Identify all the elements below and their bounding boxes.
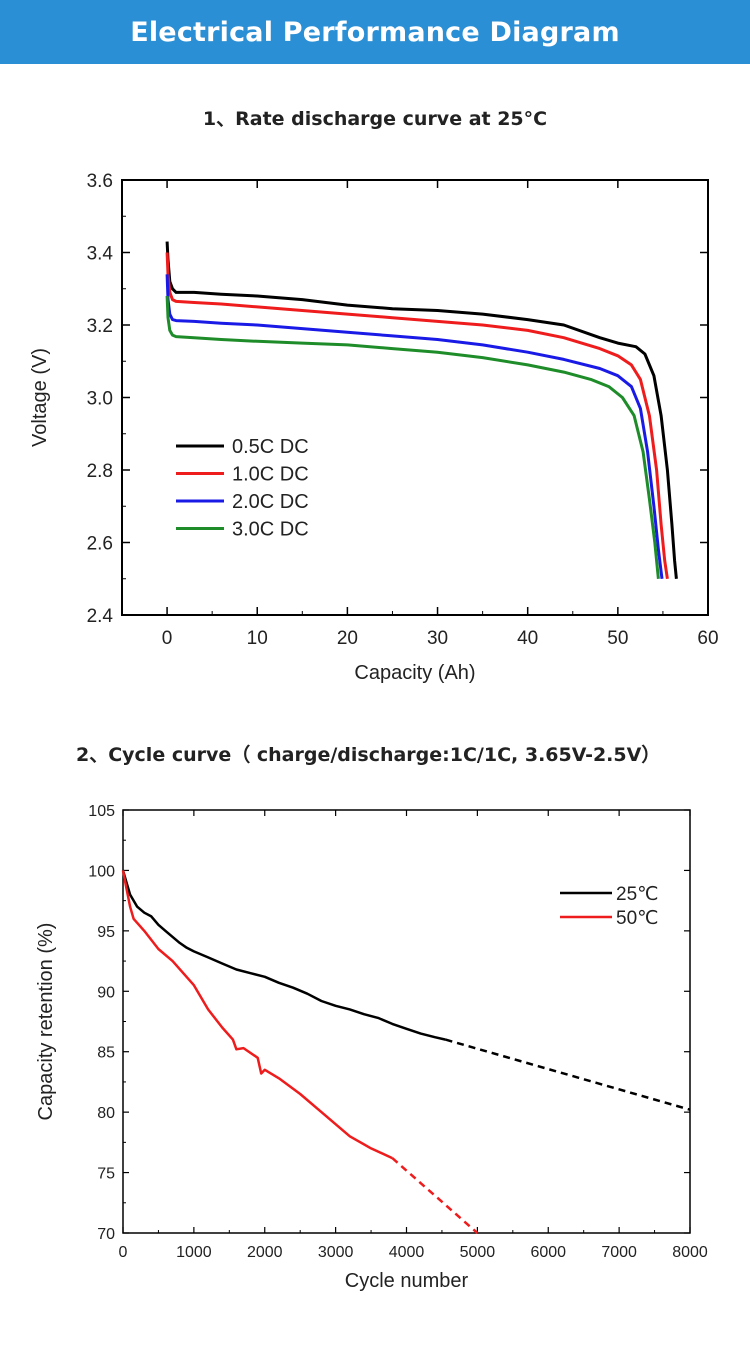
x-tick-label: 0	[119, 1244, 128, 1261]
y-tick-label: 3.2	[87, 316, 113, 337]
x-tick-label: 0	[162, 628, 173, 649]
legend-label: 50℃	[616, 908, 658, 929]
y-tick-label: 2.4	[87, 606, 114, 627]
projection-line	[391, 1157, 479, 1234]
x-tick-label: 20	[337, 628, 358, 649]
x-tick-label: 4000	[389, 1244, 425, 1261]
projection-line	[445, 1038, 691, 1111]
x-tick-label: 5000	[460, 1244, 496, 1261]
y-tick-label: 95	[97, 924, 115, 941]
y-tick-label: 100	[88, 863, 115, 880]
y-tick-label: 85	[97, 1045, 115, 1062]
y-axis-label: Capacity retention (%)	[35, 923, 57, 1121]
x-tick-label: 7000	[601, 1244, 637, 1261]
series-line	[165, 241, 678, 579]
legend-label: 2.0C DC	[232, 491, 309, 513]
y-tick-label: 75	[97, 1166, 115, 1183]
x-tick-label: 60	[697, 628, 718, 649]
y-tick-label: 3.6	[87, 171, 113, 192]
series-line	[121, 870, 393, 1160]
header-banner: Electrical Performance Diagram	[0, 0, 750, 64]
legend-label: 25℃	[616, 884, 658, 905]
x-tick-label: 2000	[247, 1244, 283, 1261]
rate-discharge-chart: 0 10 20 30 40 50 60 2.4 2.6 2.8 3.0 3.2 3.4 3.6 Capaci…	[29, 171, 719, 684]
legend-label: 3.0C DC	[232, 519, 309, 541]
series-line	[121, 870, 446, 1041]
y-tick-label: 70	[97, 1226, 115, 1243]
section-title-rate-discharge: 1、Rate discharge curve at 25°C	[202, 108, 548, 130]
y-tick-label: 3.0	[87, 389, 113, 410]
series-line	[165, 274, 664, 579]
x-tick-label: 3000	[318, 1244, 354, 1261]
x-tick-label: 6000	[530, 1244, 566, 1261]
y-tick-label: 80	[97, 1105, 115, 1122]
x-axis-label: Capacity (Ah)	[354, 662, 475, 684]
x-tick-label: 8000	[672, 1244, 708, 1261]
series-line	[165, 252, 669, 580]
x-tick-label: 10	[247, 628, 268, 649]
x-tick-label: 1000	[176, 1244, 212, 1261]
x-tick-label: 30	[427, 628, 448, 649]
y-axis-label: Voltage (V)	[29, 348, 51, 447]
y-tick-label: 3.4	[87, 244, 114, 265]
y-tick-label: 2.6	[87, 534, 113, 555]
page-title: Electrical Performance Diagram	[130, 16, 620, 48]
series-line	[165, 295, 660, 579]
y-tick-label: 2.8	[87, 461, 113, 482]
x-tick-label: 40	[517, 628, 538, 649]
y-tick-label: 90	[97, 984, 115, 1001]
x-tick-label: 50	[607, 628, 628, 649]
legend-label: 1.0C DC	[232, 464, 309, 486]
x-axis-label: Cycle number	[345, 1270, 469, 1292]
y-tick-label: 105	[88, 803, 115, 820]
legend-label: 0.5C DC	[232, 436, 309, 458]
section-title-cycle-curve: 2、Cycle curve（ charge/discharge:1C/1C, 3…	[76, 744, 661, 766]
cycle-curve-chart: 0 1000 2000 3000 4000 5000 6000 7000 8000 70 75 80 8…	[35, 803, 708, 1292]
plot-frame	[121, 179, 709, 616]
